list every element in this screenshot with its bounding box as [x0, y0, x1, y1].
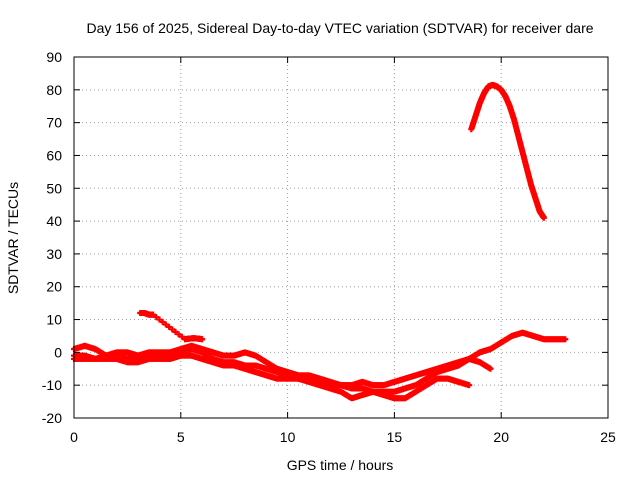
data-point: [153, 314, 160, 321]
grid: [74, 57, 608, 418]
x-tick-label: 20: [493, 429, 509, 445]
data-points: [71, 81, 569, 402]
series-short-segments: [137, 309, 206, 343]
y-tick-label: 10: [46, 312, 62, 328]
series-lower-band: [71, 352, 473, 402]
data-point: [150, 311, 157, 318]
y-tick-label: 70: [46, 115, 62, 131]
y-tick-label: 80: [46, 82, 62, 98]
x-tick-label: 25: [600, 429, 616, 445]
data-point: [199, 336, 206, 343]
x-tick-label: 15: [387, 429, 403, 445]
y-tick-label: 90: [46, 49, 62, 65]
y-tick-label: 50: [46, 180, 62, 196]
data-point: [169, 326, 176, 333]
chart-title: Day 156 of 2025, Sidereal Day-to-day VTE…: [86, 20, 593, 36]
series-upper-band: [71, 342, 494, 389]
y-axis-label: SDTVAR / TECUs: [5, 182, 21, 294]
y-tick-label: 30: [46, 246, 62, 262]
data-point: [162, 321, 169, 328]
x-tick-label: 0: [70, 429, 78, 445]
plot-frame: [73, 56, 609, 419]
x-axis-label: GPS time / hours: [287, 457, 394, 473]
data-point: [178, 333, 185, 340]
y-tick-label: 20: [46, 279, 62, 295]
data-point: [466, 382, 473, 389]
axis-ticks: 0 5 10 15 20 25 -20 -10 0 10 20 30 40 50 60 70 80 90: [42, 49, 616, 445]
data-point: [166, 323, 173, 330]
data-point: [562, 336, 569, 343]
x-tick-label: 10: [280, 429, 296, 445]
y-tick-label: -20: [42, 410, 62, 426]
data-point: [172, 328, 179, 335]
data-point: [156, 316, 163, 323]
y-tick-label: 60: [46, 147, 62, 163]
data-point: [540, 214, 547, 221]
y-tick-label: 40: [46, 213, 62, 229]
y-tick-label: -10: [42, 377, 62, 393]
data-point: [175, 331, 182, 338]
x-tick-label: 5: [177, 429, 185, 445]
series-peak-arc: [468, 81, 547, 221]
data-point: [159, 319, 166, 326]
y-tick-label: 0: [54, 344, 62, 360]
data-point: [487, 365, 494, 372]
